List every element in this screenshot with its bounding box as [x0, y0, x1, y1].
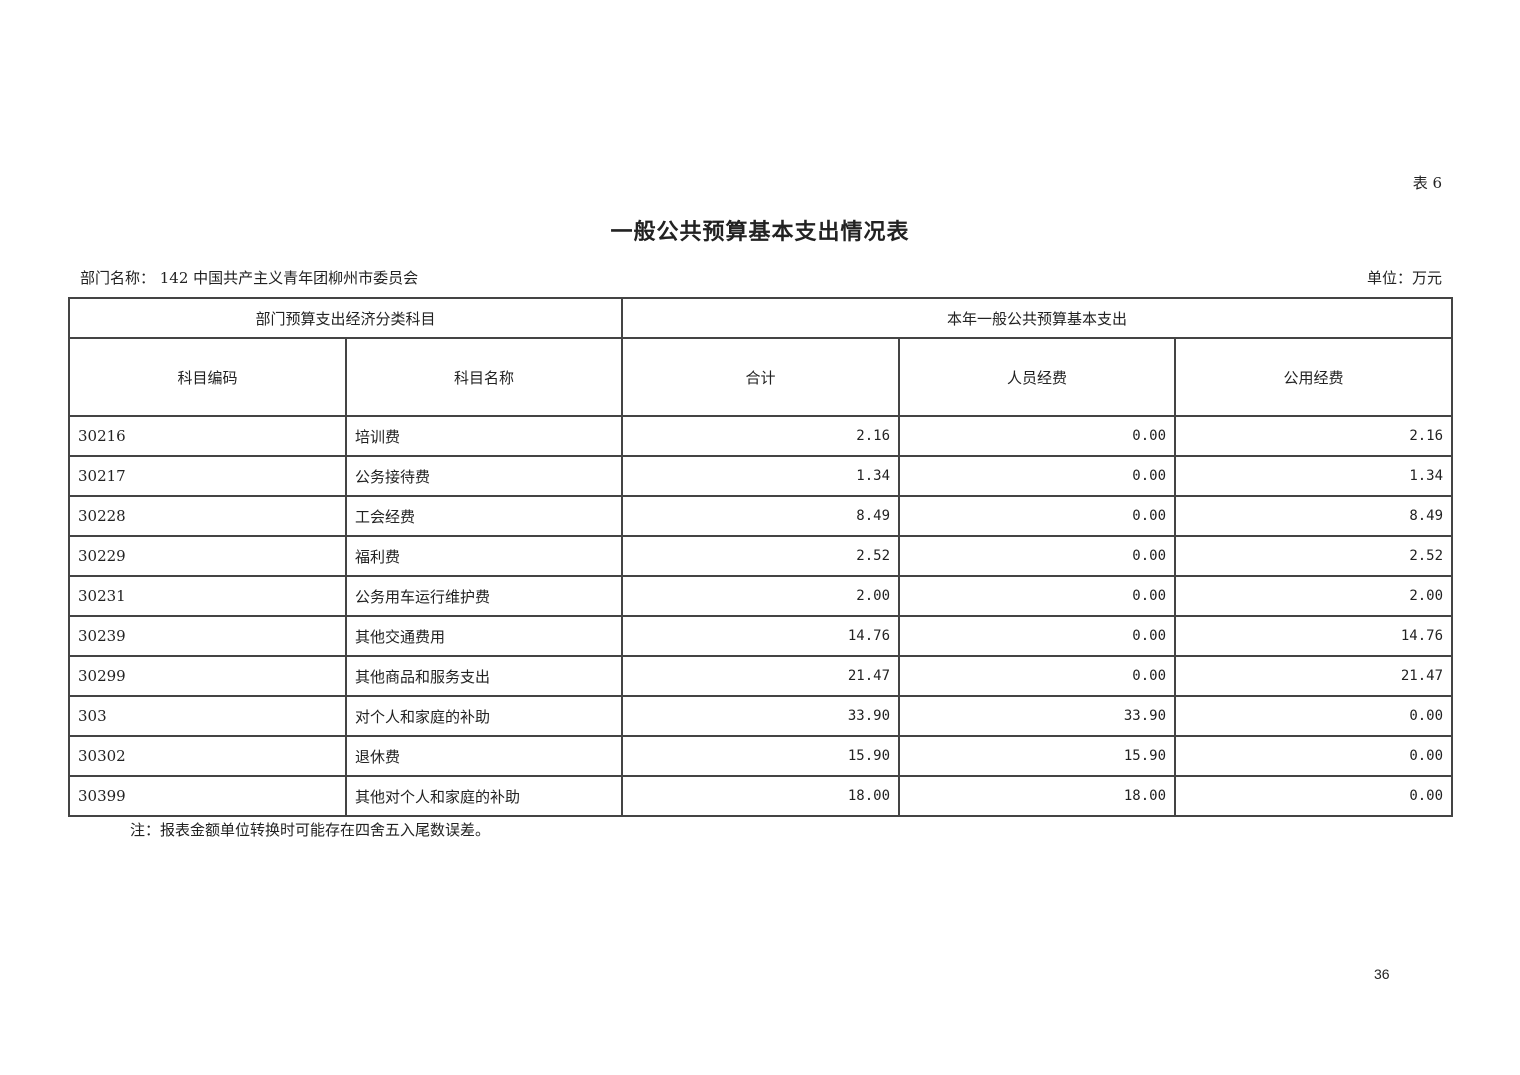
cell-public: 0.00: [1174, 695, 1454, 737]
table-row: 30299 其他商品和服务支出 21.47 0.00 21.47: [68, 655, 1454, 697]
cell-personnel: 0.00: [898, 575, 1177, 617]
table-row: 303 对个人和家庭的补助 33.90 33.90 0.00: [68, 695, 1454, 737]
cell-public: 8.49: [1174, 495, 1454, 537]
cell-code: 30239: [68, 615, 347, 657]
header-code: 科目编码: [68, 337, 347, 417]
cell-public: 0.00: [1174, 775, 1454, 817]
cell-personnel: 0.00: [898, 495, 1177, 537]
cell-name: 其他交通费用: [344, 615, 624, 657]
unit-label: 单位：万元: [1366, 269, 1442, 287]
cell-public: 1.34: [1174, 455, 1454, 497]
cell-total: 2.52: [621, 535, 901, 577]
cell-total: 2.00: [621, 575, 901, 617]
cell-personnel: 0.00: [898, 615, 1177, 657]
table-row: 30216 培训费 2.16 0.00 2.16: [68, 415, 1454, 457]
header-row: 科目编码 科目名称 合计 人员经费 公用经费: [68, 337, 1454, 417]
cell-personnel: 0.00: [898, 455, 1177, 497]
cell-code: 30217: [68, 455, 347, 497]
header-group-left: 部门预算支出经济分类科目: [67, 297, 624, 339]
table-row: 30217 公务接待费 1.34 0.00 1.34: [68, 455, 1454, 497]
cell-name: 其他对个人和家庭的补助: [344, 775, 624, 817]
cell-name: 福利费: [344, 535, 624, 577]
cell-personnel: 18.00: [898, 775, 1177, 817]
cell-code: 30231: [68, 575, 347, 617]
cell-public: 0.00: [1174, 735, 1454, 777]
cell-name: 公务接待费: [344, 455, 624, 497]
footnote: 注：报表金额单位转换时可能存在四舍五入尾数误差。: [130, 821, 491, 839]
cell-total: 2.16: [621, 415, 901, 457]
cell-public: 2.00: [1174, 575, 1454, 617]
cell-personnel: 33.90: [898, 695, 1177, 737]
page-number: 36: [1374, 966, 1390, 982]
cell-total: 18.00: [621, 775, 901, 817]
cell-total: 14.76: [621, 615, 901, 657]
header-group-right: 本年一般公共预算基本支出: [621, 297, 1454, 339]
cell-personnel: 0.00: [898, 535, 1177, 577]
department-name: 部门名称： 142 中国共产主义青年团柳州市委员会: [80, 269, 419, 287]
cell-personnel: 15.90: [898, 735, 1177, 777]
table-row: 30231 公务用车运行维护费 2.00 0.00 2.00: [68, 575, 1454, 617]
cell-name: 工会经费: [344, 495, 624, 537]
cell-code: 30302: [68, 735, 347, 777]
cell-total: 33.90: [621, 695, 901, 737]
page-title: 一般公共预算基本支出情况表: [610, 219, 910, 245]
header-total: 合计: [621, 337, 901, 417]
cell-code: 30216: [68, 415, 347, 457]
cell-name: 对个人和家庭的补助: [344, 695, 624, 737]
cell-public: 21.47: [1174, 655, 1454, 697]
cell-total: 1.34: [621, 455, 901, 497]
cell-code: 30399: [68, 775, 347, 817]
cell-name: 退休费: [344, 735, 624, 777]
table-row: 30228 工会经费 8.49 0.00 8.49: [68, 495, 1454, 537]
cell-total: 21.47: [621, 655, 901, 697]
table-number: 表 6: [1412, 174, 1442, 192]
table-row: 30399 其他对个人和家庭的补助 18.00 18.00 0.00: [68, 775, 1454, 817]
cell-code: 30229: [68, 535, 347, 577]
cell-name: 其他商品和服务支出: [344, 655, 624, 697]
cell-code: 30299: [68, 655, 347, 697]
cell-total: 15.90: [621, 735, 901, 777]
cell-total: 8.49: [621, 495, 901, 537]
budget-table: 部门预算支出经济分类科目 本年一般公共预算基本支出 科目编码 科目名称 合计 人…: [67, 297, 1454, 817]
header-row-group: 部门预算支出经济分类科目 本年一般公共预算基本支出: [67, 297, 1454, 339]
cell-code: 303: [68, 695, 347, 737]
cell-name: 公务用车运行维护费: [344, 575, 624, 617]
cell-personnel: 0.00: [898, 415, 1177, 457]
table-row: 30229 福利费 2.52 0.00 2.52: [68, 535, 1454, 577]
table-row: 30302 退休费 15.90 15.90 0.00: [68, 735, 1454, 777]
cell-public: 14.76: [1174, 615, 1454, 657]
table-row: 30239 其他交通费用 14.76 0.00 14.76: [68, 615, 1454, 657]
header-name: 科目名称: [344, 337, 624, 417]
cell-public: 2.52: [1174, 535, 1454, 577]
cell-public: 2.16: [1174, 415, 1454, 457]
header-personnel: 人员经费: [898, 337, 1177, 417]
cell-name: 培训费: [344, 415, 624, 457]
header-public: 公用经费: [1174, 337, 1454, 417]
cell-personnel: 0.00: [898, 655, 1177, 697]
cell-code: 30228: [68, 495, 347, 537]
